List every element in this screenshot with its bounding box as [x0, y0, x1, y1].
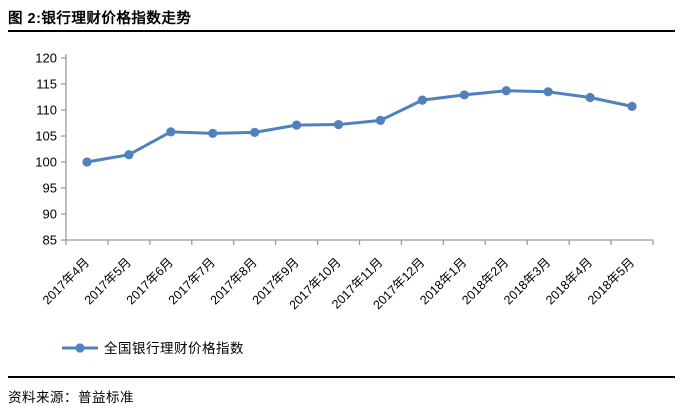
- source-note: 资料来源：普益标准: [8, 390, 134, 405]
- data-point-marker: [375, 115, 386, 125]
- footer-divider: [8, 376, 675, 378]
- title-divider: [8, 30, 675, 32]
- data-point-marker: [543, 87, 553, 97]
- data-point-marker: [585, 92, 595, 103]
- data-point-marker: [627, 101, 637, 111]
- y-tick-label: 100: [35, 155, 57, 170]
- data-point-marker: [417, 95, 427, 105]
- data-point-marker: [166, 127, 176, 137]
- series-line: [85, 89, 634, 164]
- legend-dot-marker: [75, 343, 85, 353]
- legend-label: 全国银行理财价格指数: [104, 340, 244, 356]
- y-tick-label: 120: [35, 51, 57, 66]
- data-point-marker: [292, 120, 302, 130]
- line-chart: 8590951001051101151202017年4月2017年5月2017年…: [35, 51, 654, 356]
- data-point-marker: [501, 86, 511, 96]
- y-tick-label: 105: [35, 129, 57, 144]
- chart-area: 85 90 95 100 105 110 115 120 2017年4月 2017年5月 2017年…: [0, 32, 687, 377]
- data-point-marker: [333, 119, 344, 130]
- data-point-marker: [459, 90, 469, 100]
- data-point-marker: [250, 127, 260, 137]
- figure-title: 图 2:银行理财价格指数走势: [8, 11, 192, 27]
- data-point-marker: [82, 157, 92, 167]
- y-tick-label: 110: [36, 103, 57, 118]
- y-tick-label: 85: [43, 233, 57, 248]
- y-tick-label: 95: [43, 181, 57, 196]
- y-tick-label: 115: [36, 77, 57, 92]
- data-point-marker: [208, 128, 218, 138]
- y-tick-label: 90: [43, 207, 57, 222]
- data-point-marker: [124, 150, 134, 160]
